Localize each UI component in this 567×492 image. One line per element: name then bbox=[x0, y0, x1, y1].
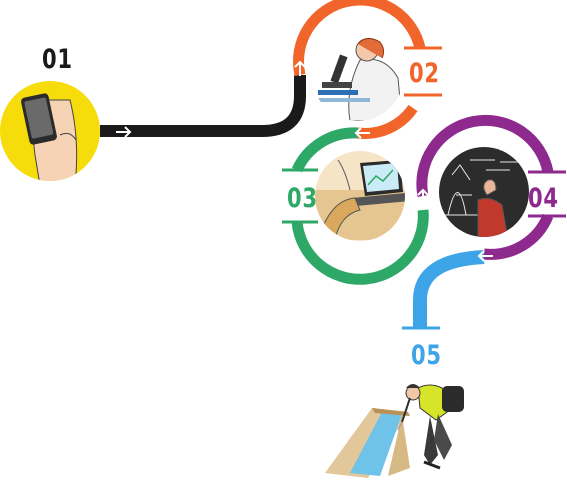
arrow-left-icon bbox=[477, 250, 493, 262]
step-number-03: 03 bbox=[287, 183, 318, 214]
ring-03 bbox=[291, 127, 429, 285]
step-number-01: 01 bbox=[42, 44, 73, 75]
connector-04-05 bbox=[413, 250, 485, 328]
laptop-illustration bbox=[315, 151, 405, 241]
arrow-right-icon bbox=[116, 126, 132, 138]
step-number-05: 05 bbox=[411, 340, 442, 371]
microscope-illustration bbox=[312, 29, 404, 121]
arrow-up-icon bbox=[417, 188, 429, 203]
connector-01-02 bbox=[100, 75, 306, 137]
arrow-up-icon bbox=[294, 60, 306, 76]
step-number-04: 04 bbox=[528, 183, 559, 214]
phone-illustration bbox=[0, 81, 100, 181]
field-worker-illustration bbox=[325, 384, 464, 478]
ring-04 bbox=[416, 114, 554, 260]
arrow-left-icon bbox=[354, 127, 370, 139]
blackboard-illustration bbox=[439, 147, 529, 237]
step-number-02: 02 bbox=[409, 58, 440, 89]
